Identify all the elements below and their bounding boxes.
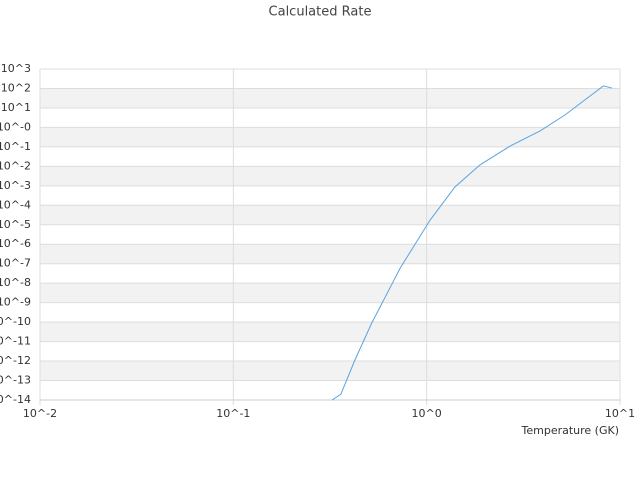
y-tick-label: 10^-11 (0, 335, 31, 348)
y-tick-label: 10^-7 (0, 257, 31, 270)
y-tick-label: 10^-6 (0, 237, 31, 250)
y-tick-label: 10^1 (1, 101, 31, 114)
grid-band (40, 166, 620, 186)
y-tick-label: 10^-8 (0, 276, 31, 289)
y-tick-label: 10^-9 (0, 296, 31, 309)
grid-band (40, 127, 620, 147)
bands (40, 88, 620, 381)
y-tick-label: 10^-0 (0, 120, 31, 133)
x-tick-label: 10^0 (412, 407, 442, 420)
y-tick-label: 10^-2 (0, 159, 31, 172)
grid-band (40, 205, 620, 225)
y-tick-label: 10^-13 (0, 374, 31, 387)
grid-band (40, 322, 620, 342)
y-tick-label: 10^2 (1, 81, 31, 94)
data-line (331, 85, 613, 401)
y-tick-label: 10^-5 (0, 218, 31, 231)
grid-band (40, 244, 620, 264)
y-tick-label: 10^-14 (0, 393, 31, 406)
y-tick-label: 10^-10 (0, 315, 31, 328)
y-tick-label: 10^-12 (0, 354, 31, 367)
x-axis-label: Temperature (GK) (521, 424, 620, 437)
chart-title: Calculated Rate (269, 5, 372, 20)
grid-band (40, 361, 620, 381)
y-tick-label: 10^-4 (0, 198, 31, 211)
y-tick-label: 10^3 (1, 62, 31, 75)
x-tick-label: 10^-2 (23, 407, 57, 420)
x-tick-label: 10^-1 (216, 407, 250, 420)
x-tick-label: 10^1 (605, 407, 635, 420)
y-tick-label: 10^-1 (0, 140, 31, 153)
grid-band (40, 88, 620, 108)
y-tick-label: 10^-3 (0, 179, 31, 192)
grid-band (40, 283, 620, 303)
